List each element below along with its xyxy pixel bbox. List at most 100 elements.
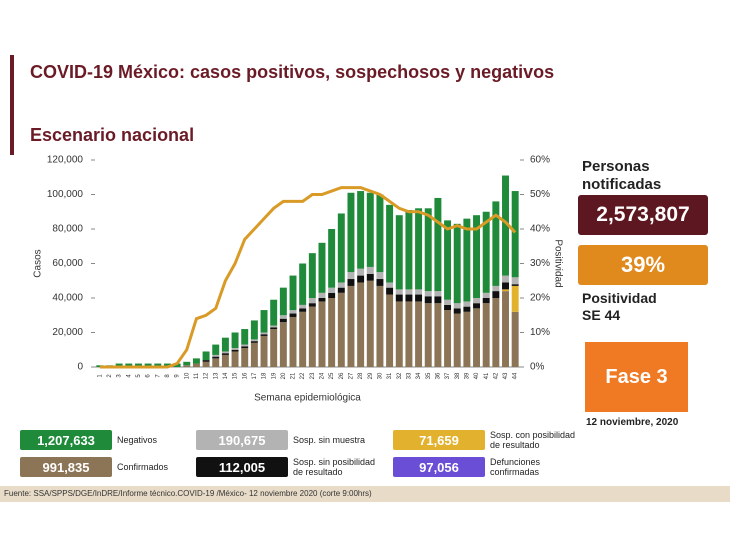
positivity-label: Positividad SE 44 [582, 290, 657, 323]
x-tick-label: 1 [97, 374, 103, 378]
bar-segment [260, 310, 268, 333]
bar-segment [511, 285, 519, 312]
bar-segment [366, 273, 374, 281]
bar-segment [453, 313, 461, 367]
x-tick-label: 12 [204, 372, 210, 379]
x-tick-label: 20 [281, 372, 287, 379]
bar-segment [463, 218, 471, 302]
legend-value: 97,056 [393, 457, 485, 477]
bar-segment [299, 263, 307, 305]
positivity-line [99, 186, 517, 369]
bar-segment [318, 242, 326, 293]
x-tick-label: 22 [300, 372, 306, 379]
bar-segment [492, 201, 500, 286]
bar-segment [183, 361, 191, 366]
bar-segment [337, 213, 345, 283]
bar-segment [444, 220, 452, 300]
bar-segment [405, 294, 413, 302]
x-tick-label: 13 [213, 372, 219, 379]
bar-segment [318, 301, 326, 367]
y2-axis-label: Positividad [552, 239, 563, 287]
x-tick-label: 30 [378, 372, 384, 379]
y2-tick-label: 40% [530, 224, 550, 235]
x-tick-label: 44 [513, 372, 519, 379]
x-tick-label: 15 [233, 372, 239, 379]
bar-segment [492, 285, 500, 292]
bar-segment [241, 346, 249, 349]
bar-segment [115, 363, 123, 367]
bar-segment [241, 348, 249, 367]
bar-segment [250, 342, 258, 367]
bar-segment [202, 360, 210, 362]
legend-label: Defunciones confirmadas [490, 457, 541, 477]
legend-value: 71,659 [393, 430, 485, 450]
bar-segment [270, 327, 278, 330]
bar-segment [289, 275, 297, 311]
bar-segment [405, 289, 413, 295]
x-tick-label: 21 [291, 372, 297, 379]
x-tick-label: 8 [165, 374, 171, 378]
bar-segment [482, 298, 490, 304]
bar-segment [473, 308, 481, 367]
x-tick-label: 27 [349, 372, 355, 379]
footer: Fuente: SSA/SPPS/DGE/InDRE/Informe técni… [4, 489, 372, 498]
bar-segment [134, 363, 142, 367]
x-tick-label: 10 [184, 372, 190, 379]
bar-segment [221, 353, 229, 355]
bar-segment [473, 298, 481, 304]
bar-segment [270, 299, 278, 326]
bar-segment [463, 301, 471, 307]
bar-segment [502, 175, 509, 276]
legend-label: Sosp. sin posibilidad de resultado [293, 457, 376, 477]
bar-segment [318, 292, 326, 298]
x-tick-label: 29 [368, 372, 374, 379]
bar-segment [482, 292, 490, 298]
x-tick-label: 25 [329, 372, 335, 379]
bar-segment [308, 303, 316, 307]
notified-label: Personas notificadas [582, 158, 662, 193]
x-tick-label: 23 [310, 372, 316, 379]
bar-segment [376, 272, 384, 280]
legend-value: 190,675 [196, 430, 288, 450]
y-tick-label: 0 [77, 362, 83, 373]
bar-segment [463, 311, 471, 367]
bar-segment [415, 294, 423, 302]
legend-value: 1,207,633 [20, 430, 112, 450]
y2-tick-label: 30% [530, 258, 550, 269]
x-tick-label: 24 [320, 372, 326, 379]
x-tick-label: 36 [435, 372, 441, 379]
bar-segment [463, 306, 471, 312]
x-tick-label: 42 [493, 372, 499, 379]
bar-segment [212, 356, 220, 359]
bar-segment [221, 351, 229, 354]
legend-label: Negativos [117, 435, 158, 445]
bar-segment [366, 192, 374, 267]
x-tick-label: 5 [136, 374, 142, 378]
bar-segment [125, 363, 133, 367]
bar-segment [482, 211, 490, 293]
bar-segment [299, 308, 307, 312]
bar-segment [231, 351, 239, 367]
phase-box: Fase 3 [585, 342, 688, 412]
bar-segment [347, 279, 355, 286]
bar-segment [337, 287, 345, 293]
x-tick-label: 16 [242, 372, 248, 379]
x-tick-label: 32 [397, 372, 403, 379]
bar-segment [502, 282, 509, 290]
x-tick-label: 41 [484, 372, 490, 379]
bar-segment [279, 287, 287, 316]
bar-segment [424, 296, 432, 304]
bar-segment [502, 289, 509, 292]
x-axis-label: Semana epidemiológica [254, 393, 361, 404]
y-tick-label: 80,000 [52, 224, 83, 235]
bar-segment [357, 191, 365, 269]
bar-segment [212, 354, 220, 357]
bar-segment [231, 349, 239, 352]
bar-segment [415, 289, 423, 295]
bar-segment [289, 310, 297, 314]
bar-segment [386, 204, 394, 283]
bar-segment [444, 310, 452, 367]
bar-segment [366, 266, 374, 274]
